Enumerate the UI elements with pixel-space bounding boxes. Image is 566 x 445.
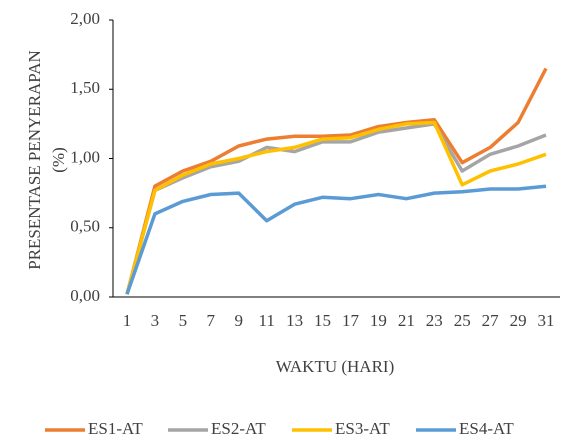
- x-tick-label: 5: [179, 311, 188, 330]
- legend-label: ES2-AT: [211, 419, 266, 438]
- x-tick-label: 15: [314, 311, 331, 330]
- x-tick-label: 9: [234, 311, 243, 330]
- x-tick-label: 21: [398, 311, 415, 330]
- legend-label: ES4-AT: [459, 419, 514, 438]
- x-tick-label: 1: [123, 311, 132, 330]
- y-tick-label: 1,50: [70, 78, 100, 97]
- y-tick-label: 0,00: [70, 286, 100, 305]
- x-tick-label: 31: [538, 311, 555, 330]
- y-axis-label: (%): [49, 147, 68, 172]
- x-axis-label: WAKTU (HARI): [276, 357, 395, 376]
- y-axis-label: PRESENTASE PENYERAPAN: [25, 50, 44, 270]
- x-tick-label: 19: [370, 311, 387, 330]
- x-tick-label: 25: [454, 311, 471, 330]
- legend-label: ES3-AT: [335, 419, 390, 438]
- x-tick-label: 27: [482, 311, 500, 330]
- series-line: [125, 67, 548, 295]
- x-tick-label: 3: [151, 311, 160, 330]
- x-tick-label: 13: [286, 311, 303, 330]
- x-tick-label: 17: [342, 311, 360, 330]
- series-line: [125, 120, 547, 295]
- series-line: [125, 122, 547, 295]
- x-tick-label: 23: [426, 311, 443, 330]
- series-line: [125, 184, 547, 295]
- y-tick-label: 2,00: [70, 9, 100, 28]
- x-tick-label: 11: [258, 311, 274, 330]
- x-tick-label: 7: [207, 311, 216, 330]
- y-tick-label: 0,50: [70, 217, 100, 236]
- legend-label: ES1-AT: [88, 419, 143, 438]
- y-tick-label: 1,00: [70, 147, 100, 166]
- x-tick-label: 29: [510, 311, 527, 330]
